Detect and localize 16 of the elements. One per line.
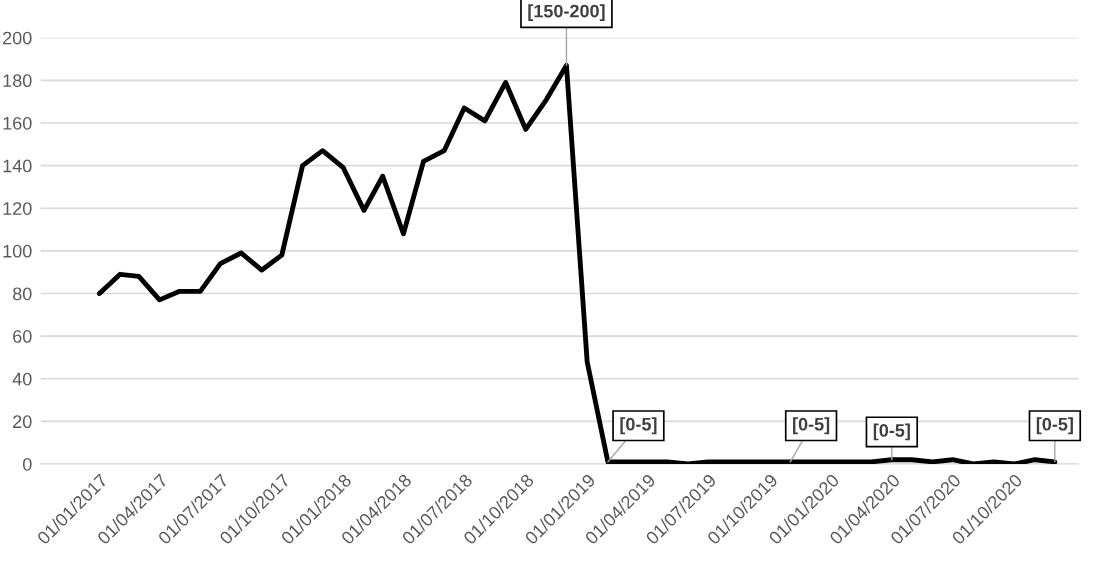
y-tick-label: 140 xyxy=(3,159,32,173)
y-tick-label: 160 xyxy=(3,116,32,130)
y-tick-label: 200 xyxy=(3,31,32,45)
y-tick-label: 60 xyxy=(13,330,32,343)
annotation: [150-200] xyxy=(528,4,605,22)
annotation: [0-5] xyxy=(793,417,830,435)
y-tick-label: 80 xyxy=(13,287,32,301)
y-tick-label: 0 xyxy=(22,457,32,471)
y-tick-label: 20 xyxy=(13,415,32,429)
annotation: [0-5] xyxy=(1036,417,1073,435)
y-tick-label: 100 xyxy=(3,244,32,258)
annotation: [0-5] xyxy=(620,417,657,435)
y-tick-label: 40 xyxy=(12,372,32,386)
y-tick-label: 180 xyxy=(3,74,32,88)
y-tick-label: 120 xyxy=(3,202,32,215)
annotation: [0-5] xyxy=(873,423,910,441)
